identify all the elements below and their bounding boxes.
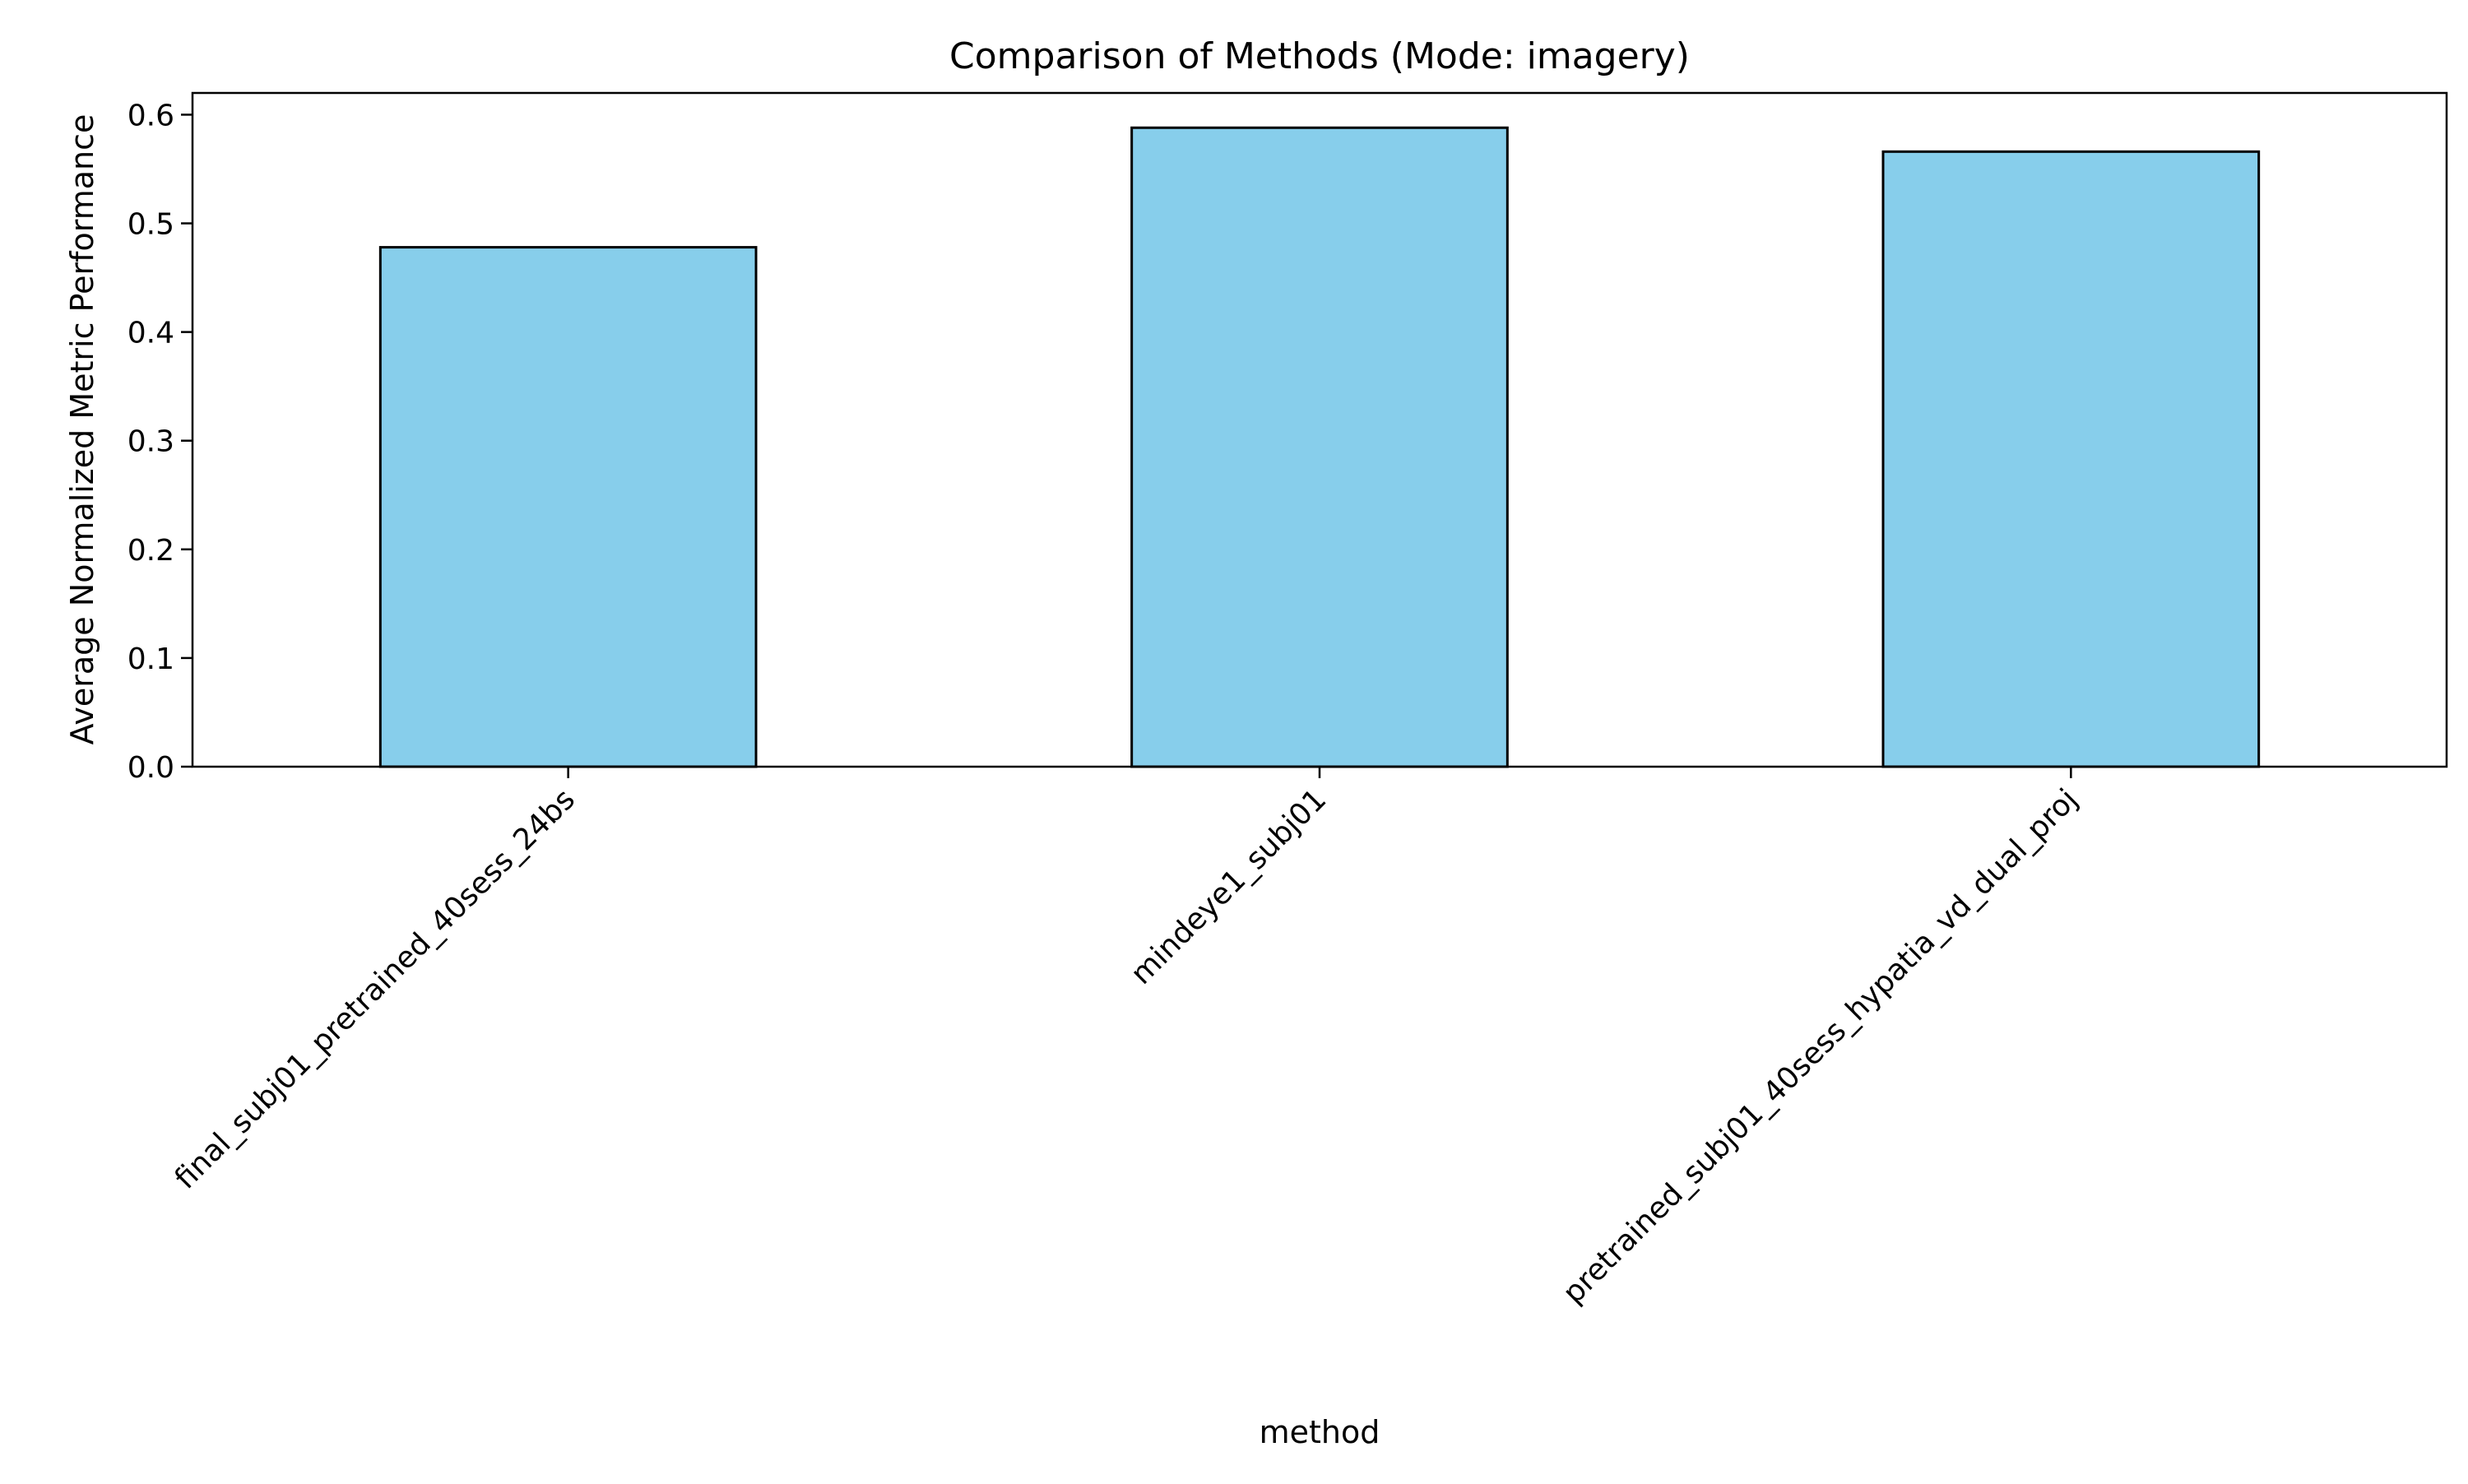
x-tick-label: mindeye1_subj01 <box>1125 782 1333 990</box>
plot-area-frame <box>191 91 2448 768</box>
chart-title: Comparison of Methods (Mode: imagery) <box>949 35 1690 77</box>
y-tick-label: 0.5 <box>128 208 174 242</box>
y-tick-label: 0.6 <box>128 99 174 132</box>
bar-1 <box>378 246 758 768</box>
y-tick-label: 0.4 <box>128 317 174 350</box>
x-tick-label: final_subj01_pretrained_40sess_24bs <box>169 782 582 1195</box>
y-tick-label: 0.0 <box>128 751 174 785</box>
bar-3 <box>1881 150 2261 768</box>
bar-2 <box>1130 126 1509 768</box>
y-tick-label: 0.1 <box>128 642 174 676</box>
bars-layer <box>378 126 2261 768</box>
y-tick-label: 0.3 <box>128 425 174 459</box>
y-axis-label: Average Normalized Metric Performance <box>64 114 100 745</box>
x-axis-ticks: final_subj01_pretrained_40sess_24bs minde… <box>169 767 2085 1310</box>
y-axis-ticks: 0.0 0.1 0.2 0.3 0.4 0.5 0.6 <box>128 99 193 785</box>
x-axis-label: method <box>1260 1414 1380 1450</box>
x-tick-label: pretrained_subj01_40sess_hypatia_vd_dual… <box>1556 782 2085 1310</box>
y-tick-label: 0.2 <box>128 534 174 568</box>
